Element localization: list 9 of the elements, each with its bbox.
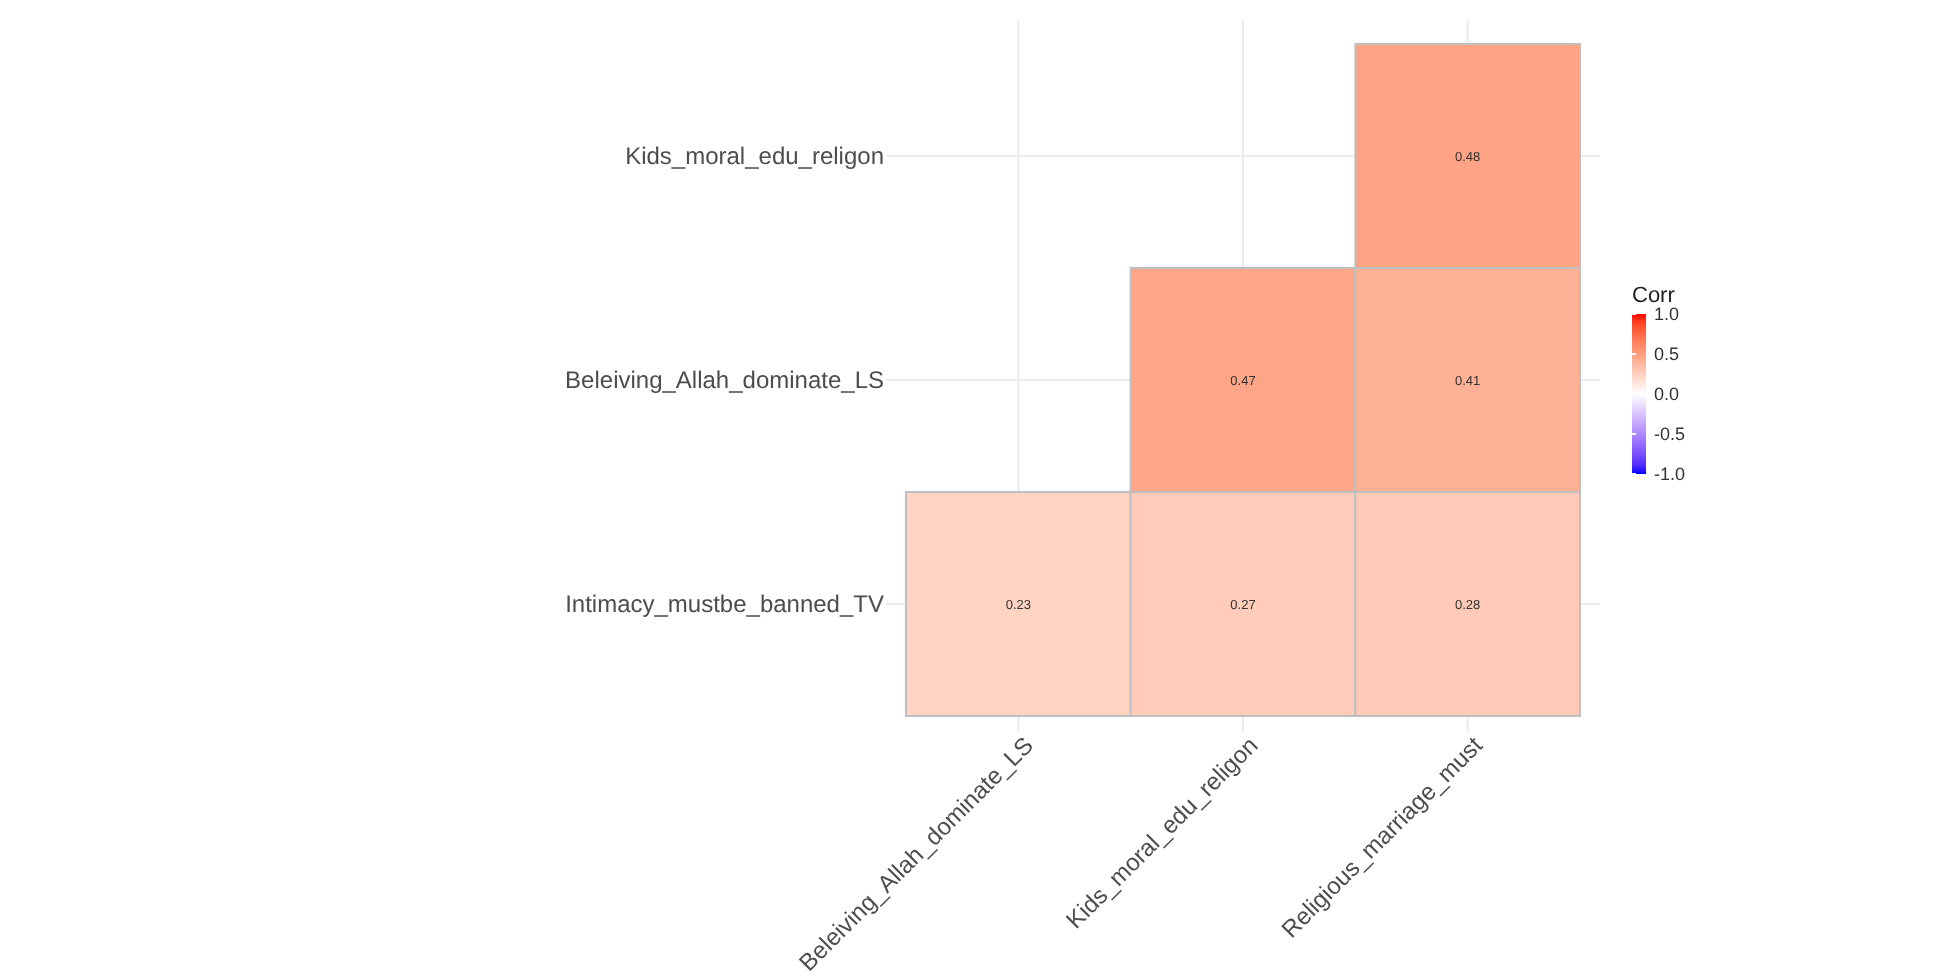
legend-title: Corr <box>1632 284 1676 308</box>
y-tick-label: Beleiving_Allah_dominate_LS <box>565 365 884 394</box>
y-tick-label: Intimacy_mustbe_banned_TV <box>565 589 884 618</box>
color-bar-label: 0.0 <box>1654 383 1680 404</box>
color-bar-label: 0.5 <box>1654 343 1680 364</box>
color-bar-label: -0.5 <box>1654 423 1686 444</box>
color-bar-label: -1.0 <box>1654 463 1686 484</box>
color-bar-label: 1.0 <box>1654 303 1680 324</box>
y-tick-label: Kids_moral_edu_religon <box>625 141 884 170</box>
